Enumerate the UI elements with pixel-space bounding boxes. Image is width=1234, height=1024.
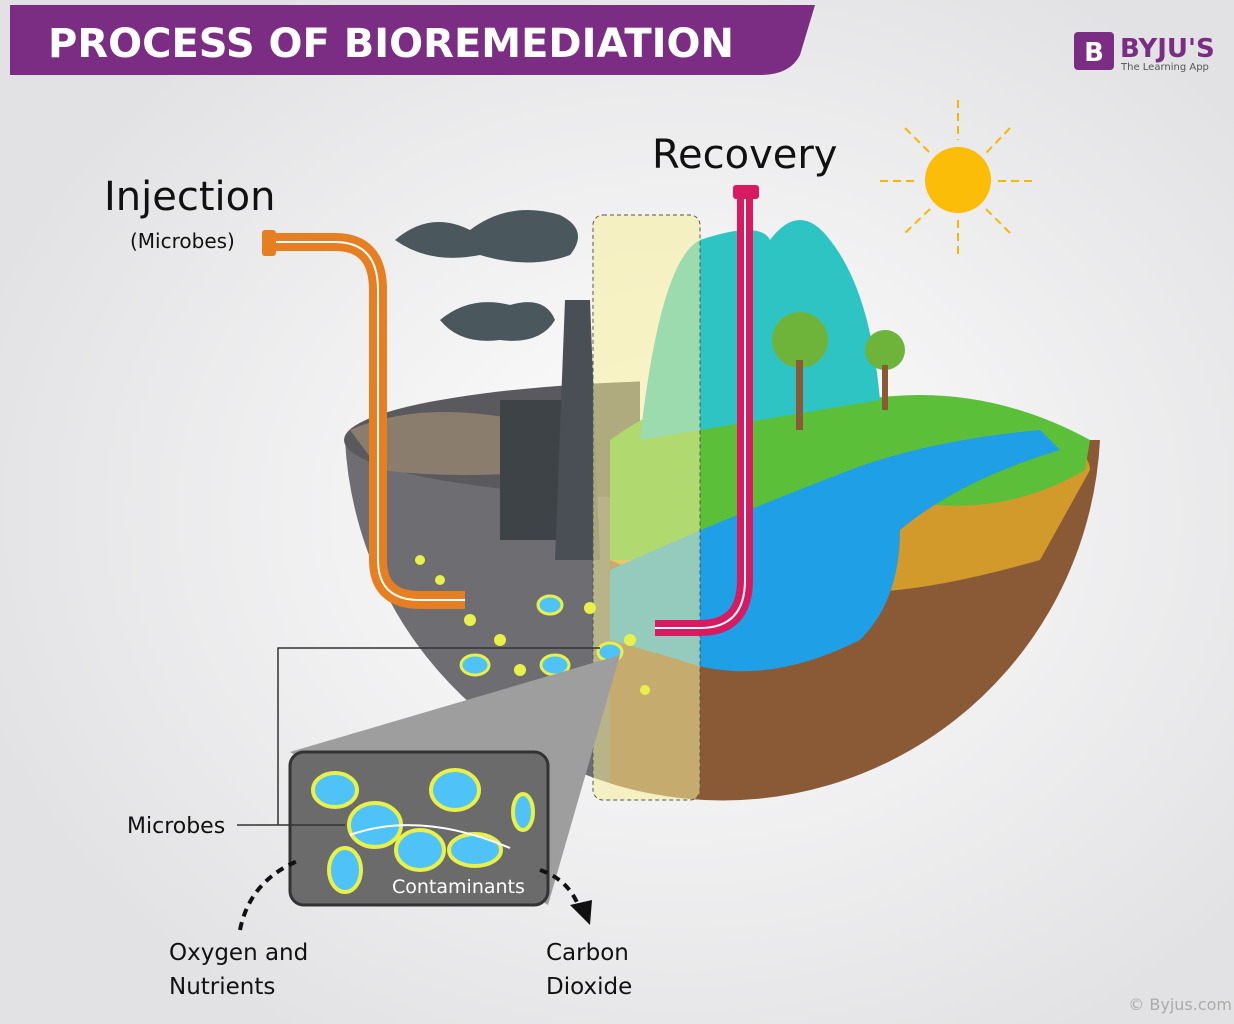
carbon-label: Carbon [546,940,629,966]
title: PROCESS OF BIOREMEDIATION [48,21,734,67]
injection-label: Injection [104,174,275,220]
contaminants-label: Contaminants [392,876,525,898]
injection-note: (Microbes) [130,229,235,253]
sun-disc [925,147,991,213]
carbon-label: Dioxide [546,974,632,1000]
treatment-zone [593,215,700,800]
recovery-cap [733,185,759,199]
logo-tagline: The Learning App [1120,62,1209,73]
injection-cap [262,230,276,256]
recovery-label: Recovery [652,132,837,178]
oxygen-label: Nutrients [169,974,275,1000]
logo-mark: B [1084,38,1104,68]
microbes-label: Microbes [127,814,225,839]
oxygen-label: Oxygen and [169,940,308,966]
credit: © Byjus.com [1128,995,1232,1014]
diagram: PROCESS OF BIOREMEDIATION B BYJU'S The L… [0,0,1234,1024]
logo-name: BYJU'S [1120,34,1215,64]
